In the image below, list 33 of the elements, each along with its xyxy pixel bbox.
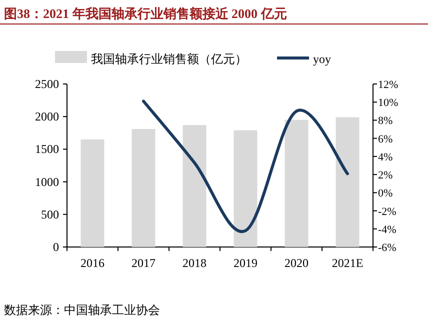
legend-label: yoy bbox=[313, 52, 331, 66]
y2-tick-label: 10% bbox=[378, 97, 398, 110]
bar bbox=[182, 125, 206, 247]
x-tick-label: 2021E bbox=[332, 256, 364, 270]
bar bbox=[336, 117, 360, 247]
x-tick-label: 2020 bbox=[284, 256, 308, 270]
x-tick-label: 2018 bbox=[182, 256, 206, 270]
x-tick-label: 2019 bbox=[234, 256, 258, 270]
y2-tick-label: 0% bbox=[378, 188, 393, 200]
y-tick-label: 1500 bbox=[35, 142, 59, 156]
source-note: 数据来源：中国轴承工业协会 bbox=[4, 303, 160, 317]
y-tick-label: 2000 bbox=[35, 110, 59, 124]
y2-tick-label: 12% bbox=[378, 79, 398, 91]
y2-tick-label: 4% bbox=[378, 151, 393, 164]
chart-title: 图38：2021 年我国轴承行业销售额接近 2000 亿元 bbox=[4, 6, 287, 21]
bar bbox=[132, 128, 156, 247]
y-tick-label: 1000 bbox=[35, 174, 59, 189]
x-tick-label: 2017 bbox=[132, 256, 156, 270]
y-tick-label: 500 bbox=[41, 207, 59, 222]
bar bbox=[80, 139, 104, 247]
line-series bbox=[142, 100, 349, 233]
y-tick-label: 0 bbox=[53, 240, 59, 254]
y2-tick-label: 8% bbox=[378, 115, 393, 128]
y2-tick-label: -4% bbox=[378, 224, 396, 236]
x-tick-label: 2016 bbox=[80, 256, 104, 270]
y2-tick-label: -2% bbox=[378, 206, 396, 218]
y2-tick-label: 6% bbox=[378, 133, 393, 146]
bar bbox=[234, 130, 258, 247]
y2-tick-label: 2% bbox=[378, 170, 393, 182]
legend-label: 我国轴承行业销售额（亿元） bbox=[91, 52, 247, 66]
y-tick-label: 2500 bbox=[35, 77, 59, 91]
y2-tick-label: -6% bbox=[378, 242, 396, 254]
bar bbox=[284, 120, 308, 247]
